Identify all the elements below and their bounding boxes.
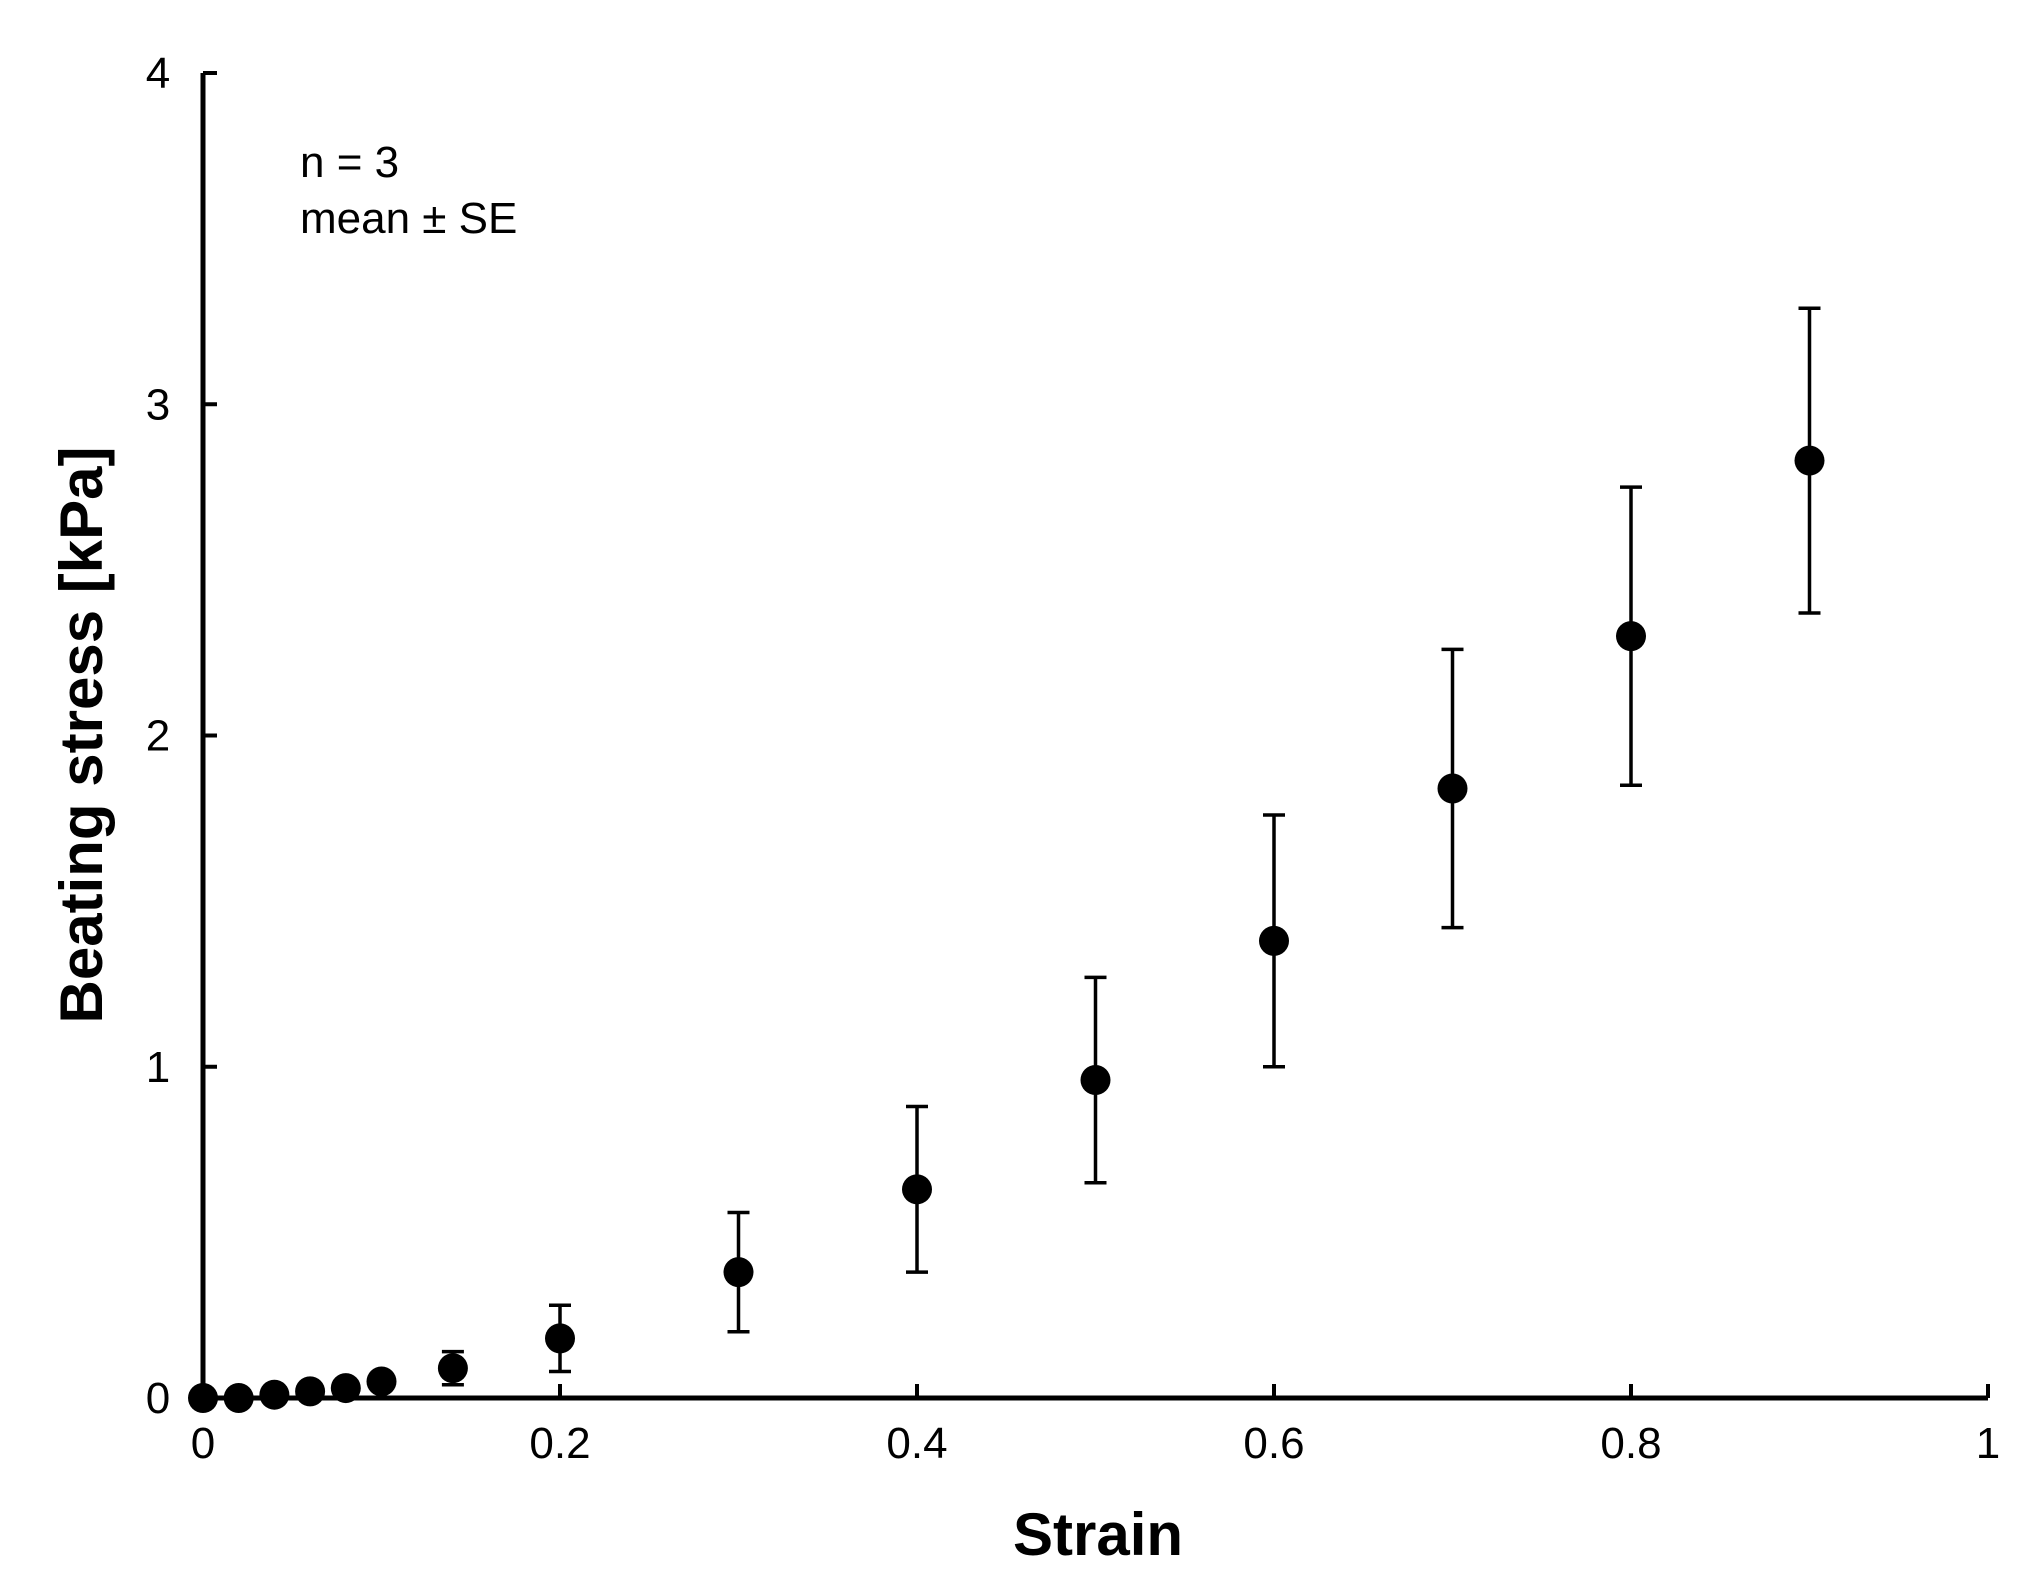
x-tick-label: 0.4 [886, 1419, 947, 1468]
data-point [223, 1383, 254, 1413]
axes [200, 73, 1988, 1401]
data-point [259, 1379, 290, 1410]
y-tick-label: 4 [146, 49, 170, 98]
annotation-mean-se: mean ± SE [300, 194, 517, 243]
y-tick-label: 0 [146, 1374, 170, 1423]
data-point [1259, 925, 1289, 956]
x-tick-label: 0 [191, 1419, 215, 1468]
data-point [437, 1353, 468, 1384]
x-tick-label: 1 [1976, 1419, 2000, 1468]
data-point [1080, 1065, 1111, 1095]
y-tick-label: 2 [146, 712, 170, 761]
data-point [1437, 773, 1468, 804]
series [188, 306, 1825, 1413]
x-axis-title: Strain [1013, 1501, 1183, 1568]
y-axis-title: Beating stress [kPa] [48, 447, 115, 1024]
data-point [1616, 621, 1646, 652]
x-tick-label: 0.8 [1600, 1419, 1661, 1468]
data-point [545, 1323, 575, 1354]
ticks: 0 0.2 0.4 0.6 0.8 1 0 1 2 3 4 [146, 49, 2000, 1468]
x-tick-label: 0.6 [1243, 1419, 1304, 1468]
y-tick-label: 3 [146, 380, 170, 429]
data-point [1794, 445, 1825, 476]
data-point [366, 1366, 397, 1397]
y-tick-label: 1 [146, 1043, 170, 1092]
data-point [902, 1174, 932, 1205]
x-tick-label: 0.2 [529, 1419, 590, 1468]
data-point [188, 1383, 218, 1413]
data-point [330, 1373, 361, 1404]
annotation-n: n = 3 [300, 138, 399, 187]
annotations: n = 3 mean ± SE [300, 138, 517, 243]
data-point [295, 1376, 326, 1407]
data-point [723, 1257, 754, 1288]
